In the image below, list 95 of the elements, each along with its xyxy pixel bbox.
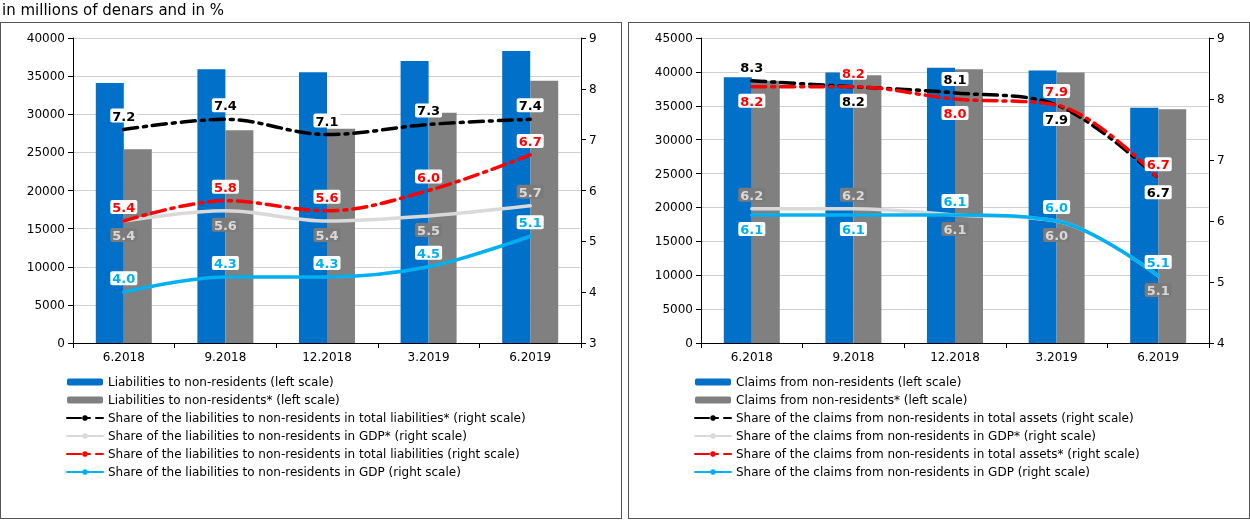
y2-tick-label: 6 <box>1217 214 1225 228</box>
legend-label: Share of the liabilities to non-residents in total liabilities* (right scale) <box>108 411 526 425</box>
data-label: 4.3 <box>315 255 339 271</box>
data-label: 6.1 <box>943 193 967 209</box>
data-label: 8.1 <box>943 71 967 87</box>
data-label: 6.2 <box>841 187 865 203</box>
data-label: 6.0 <box>417 169 441 185</box>
data-label: 8.3 <box>740 59 764 75</box>
data-label: 5.7 <box>518 184 542 200</box>
data-label: 5.5 <box>417 222 441 238</box>
legend-label: Share of the claims from non-residents in total assets (right scale) <box>736 411 1134 425</box>
y-tick-label: 35000 <box>654 98 693 113</box>
legend-label: Share of the claims from non-residents in total assets* (right scale) <box>736 447 1140 461</box>
y-tick-label: 45000 <box>654 31 693 45</box>
legend-label: Share of the liabilities to non-residents in GDP (right scale) <box>108 465 461 479</box>
x-tick-label: 12.2018 <box>302 350 352 364</box>
data-label: 6.7 <box>1146 185 1170 201</box>
x-tick-label: 6.2019 <box>509 350 552 364</box>
y-tick-label: 30000 <box>654 132 693 147</box>
y-tick-label: 40000 <box>26 31 65 45</box>
legend-label: Claims from non-residents* (left scale) <box>736 393 968 407</box>
data-label: 6.1 <box>943 221 967 237</box>
data-label: 5.4 <box>315 228 339 243</box>
y2-tick-label: 5 <box>589 234 597 249</box>
data-label: 8.2 <box>841 65 865 81</box>
data-label: 6.0 <box>1045 228 1069 243</box>
data-label: 6.7 <box>1146 157 1170 173</box>
data-label: 5.6 <box>213 217 237 233</box>
data-label: 6.1 <box>841 221 865 237</box>
x-tick-label: 3.2019 <box>1035 350 1078 364</box>
data-label: 8.0 <box>943 106 967 121</box>
x-tick-label: 3.2019 <box>407 350 450 364</box>
x-tick-label: 9.2018 <box>832 350 875 364</box>
data-label: 6.7 <box>518 133 542 149</box>
data-label: 5.6 <box>315 189 339 205</box>
data-label: 6.1 <box>740 221 764 237</box>
x-tick-label: 6.2019 <box>1137 350 1180 364</box>
y-tick-label: 40000 <box>654 64 693 79</box>
legend-label: Liabilities to non-residents* (left scale) <box>108 393 340 407</box>
y-tick-label: 0 <box>57 336 65 350</box>
legend-label: Share of the claims from non-residents in GDP* (right scale) <box>736 429 1096 443</box>
data-label: 5.1 <box>518 215 542 231</box>
data-label: 8.2 <box>740 93 764 109</box>
legend-label: Share of the liabilities to non-residents in total liabilities (right scale) <box>108 447 520 461</box>
y2-tick-label: 7 <box>1217 153 1225 167</box>
y2-tick-label: 7 <box>589 132 597 147</box>
data-label: 7.2 <box>112 108 136 124</box>
data-label: 7.9 <box>1045 84 1069 100</box>
data-label: 6.2 <box>740 187 764 203</box>
legend-label: Share of the liabilities to non-residents in GDP* (right scale) <box>108 429 467 443</box>
y-tick-label: 10000 <box>26 259 65 274</box>
y2-tick-label: 9 <box>589 31 597 45</box>
data-label: 4.5 <box>417 245 441 261</box>
y2-tick-label: 4 <box>1217 336 1225 350</box>
data-label: 7.4 <box>213 98 237 114</box>
y2-tick-label: 4 <box>589 285 597 300</box>
x-tick-label: 6.2018 <box>102 350 145 364</box>
y-tick-label: 0 <box>685 336 693 350</box>
y-tick-label: 35000 <box>26 69 65 84</box>
y-tick-label: 20000 <box>654 200 693 215</box>
data-label: 7.4 <box>518 98 542 114</box>
y2-tick-label: 8 <box>589 81 597 96</box>
data-label: 5.1 <box>1146 254 1170 270</box>
y2-tick-label: 5 <box>1217 275 1225 289</box>
legend-label: Share of the claims from non-residents in GDP (right scale) <box>736 465 1090 479</box>
chart-title: in millions of denars and in % <box>2 1 225 19</box>
data-label: 5.4 <box>112 228 136 243</box>
y-tick-label: 20000 <box>26 183 65 198</box>
y-tick-label: 5000 <box>662 302 693 317</box>
data-label: 5.8 <box>213 179 237 195</box>
legend-label: Liabilities to non-residents (left scale) <box>108 375 334 389</box>
x-tick-label: 6.2018 <box>730 350 773 364</box>
y2-tick-label: 6 <box>589 183 597 198</box>
y-tick-label: 25000 <box>654 166 693 181</box>
y-tick-label: 30000 <box>26 107 65 122</box>
x-tick-label: 9.2018 <box>204 350 247 364</box>
y2-tick-label: 9 <box>1217 31 1225 45</box>
y-tick-label: 25000 <box>26 145 65 160</box>
data-label: 4.3 <box>213 255 237 271</box>
y2-tick-label: 3 <box>589 336 597 350</box>
y-tick-label: 15000 <box>654 234 693 249</box>
x-tick-label: 12.2018 <box>930 350 980 364</box>
y2-tick-label: 8 <box>1217 92 1225 106</box>
y-tick-label: 5000 <box>34 297 65 312</box>
y-tick-label: 15000 <box>26 221 65 236</box>
data-label: 4.0 <box>112 271 136 287</box>
data-label: 5.1 <box>1146 282 1170 298</box>
data-label: 6.0 <box>1045 200 1069 215</box>
data-label: 7.1 <box>315 113 339 129</box>
y-tick-label: 10000 <box>654 268 693 283</box>
data-label: 7.9 <box>1045 112 1069 128</box>
data-label: 8.2 <box>841 93 865 109</box>
data-label: 7.3 <box>417 103 441 119</box>
data-label: 5.4 <box>112 200 136 215</box>
legend-label: Claims from non-residents (left scale) <box>736 375 962 389</box>
